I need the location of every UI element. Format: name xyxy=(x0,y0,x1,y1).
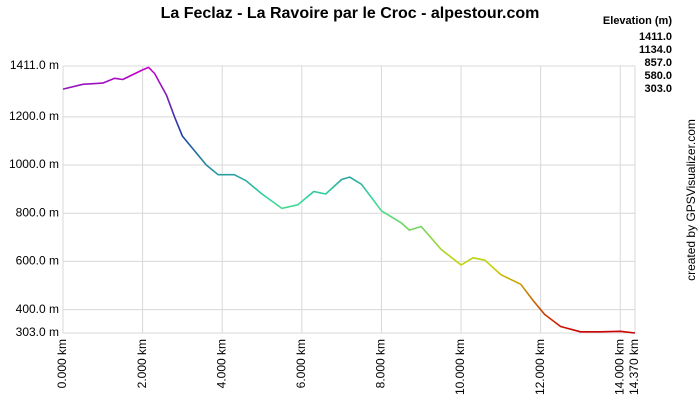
x-tick-label: 14.370 km xyxy=(627,339,641,395)
y-tick-label: 1000.0 m xyxy=(9,157,59,171)
y-tick-label: 800.0 m xyxy=(16,205,59,219)
chart-title: La Feclaz - La Ravoire par le Croc - alp… xyxy=(161,5,540,22)
x-tick-label: 14.000 km xyxy=(612,339,626,395)
y-tick-label: 400.0 m xyxy=(16,302,59,316)
x-tick-label: 0.000 km xyxy=(55,339,69,388)
legend-entry: 857.0 xyxy=(644,57,672,69)
x-tick-label: 4.000 km xyxy=(214,339,228,388)
x-tick-label: 12.000 km xyxy=(533,339,547,395)
legend-entry: 580.0 xyxy=(644,70,672,82)
legend-entry: 303.0 xyxy=(644,83,672,95)
y-tick-label: 1411.0 m xyxy=(10,58,59,72)
legend-title: Elevation (m) xyxy=(603,15,672,27)
y-tick-label: 303.0 m xyxy=(16,325,59,339)
x-tick-label: 6.000 km xyxy=(294,339,308,388)
y-tick-label: 1200.0 m xyxy=(9,109,59,123)
y-tick-label: 600.0 m xyxy=(16,254,59,268)
x-tick-label: 8.000 km xyxy=(374,339,388,388)
x-tick-label: 2.000 km xyxy=(135,339,149,388)
elevation-line xyxy=(62,66,636,334)
legend-entry: 1134.0 xyxy=(639,44,672,56)
x-tick-label: 10.000 km xyxy=(453,339,467,395)
legend-entry: 1411.0 xyxy=(639,31,672,43)
credit: created by GPSVisualizer.com xyxy=(684,119,698,281)
